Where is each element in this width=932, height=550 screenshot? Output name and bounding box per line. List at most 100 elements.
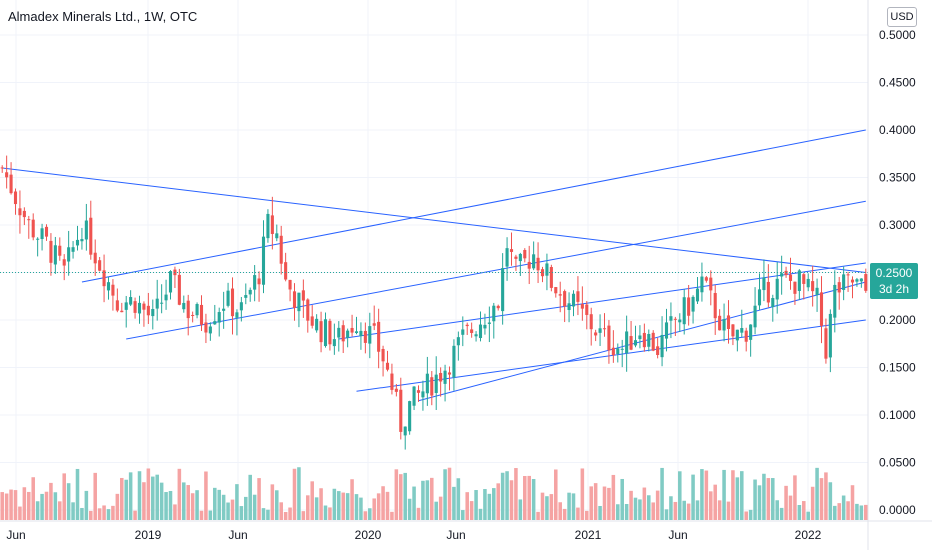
candle-body — [275, 233, 279, 239]
volume-bar — [766, 478, 771, 520]
volume-bar — [89, 510, 93, 520]
candle-body — [589, 314, 593, 330]
volume-bar — [691, 474, 695, 520]
time-axis[interactable]: Jun 2019 Jun 2020 Jun 2021 Jun 2022 — [6, 528, 821, 542]
volume-bar — [213, 487, 217, 520]
volume-bar — [345, 493, 350, 520]
volume-bar — [748, 509, 753, 520]
volume-bar — [58, 501, 62, 520]
candle-body — [93, 252, 97, 264]
volume-bar — [40, 493, 44, 520]
volume-bar — [762, 473, 766, 520]
candle-body — [80, 239, 84, 242]
candle-body — [842, 274, 846, 290]
volume-bar — [332, 488, 337, 520]
candle-body — [461, 329, 465, 335]
volume-bar — [602, 486, 607, 520]
y-tick-label: 0.5000 — [879, 28, 916, 42]
candle-body — [412, 386, 416, 406]
trend-line — [418, 281, 866, 402]
candle-body — [62, 259, 66, 266]
volume-bar — [695, 500, 700, 520]
currency-button[interactable]: USD — [887, 7, 917, 27]
candle-body — [567, 303, 571, 311]
volume-bar — [531, 479, 536, 520]
y-tick-label: 0.4500 — [879, 76, 916, 90]
candle-body — [403, 426, 407, 436]
candle-body — [44, 226, 49, 237]
volume-bar — [164, 492, 168, 520]
volume-bar — [731, 470, 735, 520]
volume-bar — [279, 502, 283, 520]
volume-bar — [133, 510, 137, 520]
candle-body — [102, 270, 106, 287]
candle-body — [704, 277, 708, 281]
volume-bar — [593, 483, 598, 520]
volume-bar — [669, 496, 673, 520]
trend-line — [126, 200, 866, 340]
candle-body — [98, 260, 102, 271]
candle-body — [788, 274, 793, 281]
candle-body — [514, 256, 518, 259]
candle-body — [168, 271, 173, 293]
candle-body — [0, 167, 4, 169]
candle-body — [483, 324, 487, 329]
candle-body — [84, 220, 88, 240]
volume-bar — [190, 493, 195, 520]
volume-bar — [571, 493, 576, 520]
candle-body — [5, 172, 9, 178]
volume-bar — [13, 490, 18, 520]
candle-body — [328, 320, 332, 345]
volume-bar — [647, 495, 651, 520]
trend-line — [2, 167, 866, 273]
volume-bar — [841, 495, 846, 520]
candle-body — [408, 401, 412, 432]
plot-area[interactable] — [0, 0, 868, 521]
volume-bar — [642, 487, 647, 520]
volume-bar — [717, 500, 722, 520]
x-tick-label: Jun — [6, 528, 25, 542]
candle-body — [363, 330, 367, 343]
volume-bar — [735, 477, 740, 520]
candle-body — [726, 315, 731, 330]
candle-body — [368, 326, 372, 344]
price-axis[interactable]: 0.50000.45000.40000.35000.30000.25000.20… — [879, 28, 916, 517]
volume-bar — [611, 474, 616, 520]
candle-body — [638, 335, 642, 340]
candle-body — [815, 287, 819, 295]
candle-body — [478, 324, 483, 339]
volume-bar — [478, 508, 483, 520]
volume-bar — [660, 467, 664, 520]
volume-bar — [142, 482, 146, 520]
volume-bar — [855, 503, 859, 520]
candle-body — [49, 240, 53, 263]
volume-bar — [779, 507, 784, 520]
trend-lines — [2, 129, 866, 402]
candle-body — [802, 274, 806, 284]
candle-body — [713, 292, 717, 319]
y-tick-label: 0.1500 — [879, 361, 916, 375]
candle-body — [828, 313, 832, 358]
volume-bar — [9, 489, 13, 520]
volume-bar — [810, 486, 815, 520]
volume-bar — [376, 493, 381, 520]
candle-body — [350, 327, 354, 333]
candle-body — [731, 324, 735, 337]
volume-bar — [509, 480, 514, 520]
candle-body — [199, 304, 204, 325]
volume-bar — [545, 496, 549, 520]
candle-body — [208, 326, 212, 334]
volume-bar — [403, 472, 407, 520]
trend-line — [81, 129, 866, 283]
candle-body — [753, 305, 757, 328]
candle-body — [616, 348, 620, 355]
volume-bar — [412, 486, 416, 520]
volume-bar — [217, 489, 221, 520]
volume-bar — [151, 476, 155, 520]
volume-bar — [447, 467, 452, 520]
candle-body — [833, 284, 837, 318]
candle-body — [439, 372, 443, 382]
volume-bar — [629, 490, 633, 520]
volume-bar — [859, 505, 864, 520]
